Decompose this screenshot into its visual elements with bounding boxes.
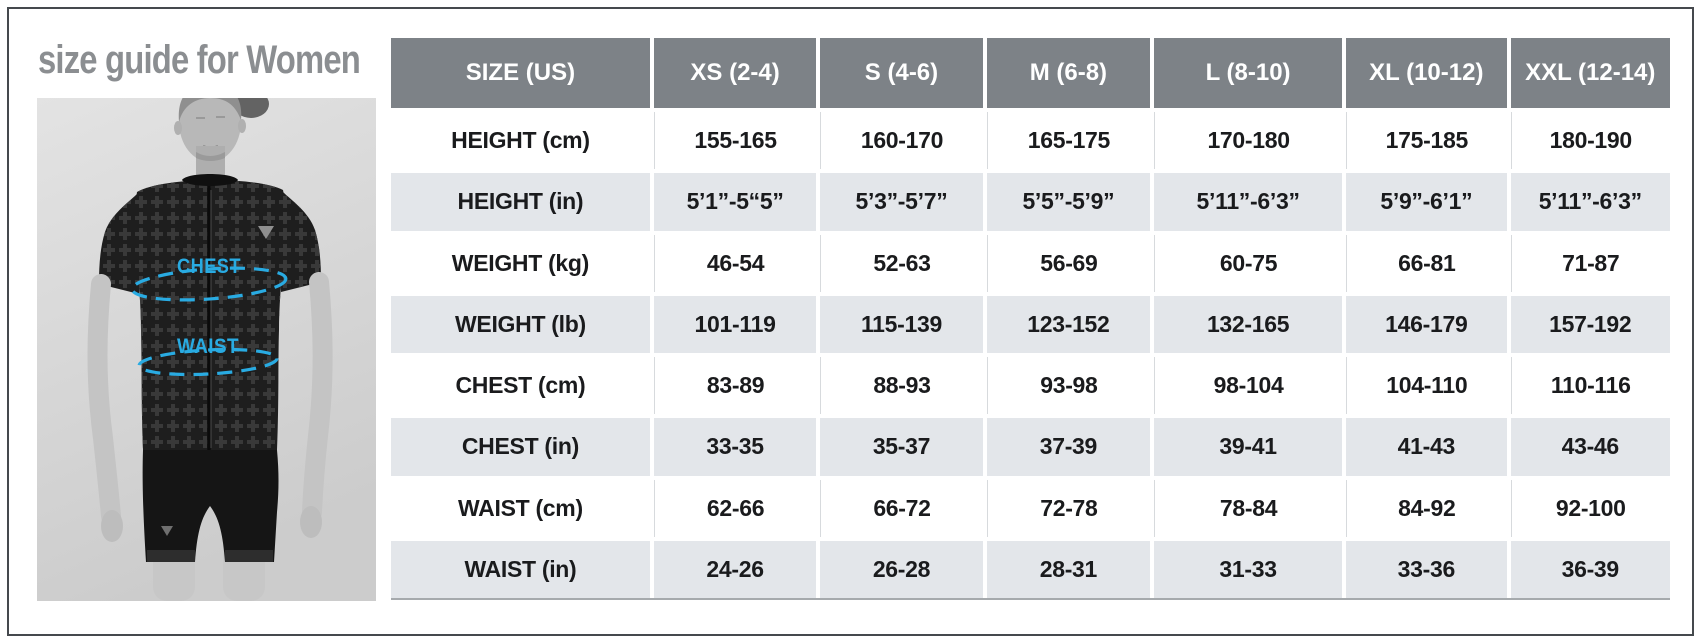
jersey-logo-icon bbox=[258, 226, 274, 239]
table-cell: 39-41 bbox=[1154, 418, 1343, 476]
table-cell: 36-39 bbox=[1510, 540, 1670, 598]
table-cell: 5’1”-5“5” bbox=[653, 173, 817, 231]
table-cell: 180-190 bbox=[1510, 112, 1670, 170]
table-cell: 5’9”-6’1” bbox=[1346, 173, 1507, 231]
column-header-xl: XL (10-12) bbox=[1346, 38, 1507, 108]
table-cell: 146-179 bbox=[1346, 295, 1507, 353]
table-cell: 46-54 bbox=[653, 234, 817, 292]
row-label: WEIGHT (kg) bbox=[391, 234, 650, 292]
row-label: WEIGHT (lb) bbox=[391, 295, 650, 353]
table-cell: 132-165 bbox=[1154, 295, 1343, 353]
waist-measurement-ellipse bbox=[137, 347, 279, 377]
table-cell: 92-100 bbox=[1510, 479, 1670, 537]
table-cell: 110-116 bbox=[1510, 357, 1670, 415]
model-figure bbox=[87, 98, 333, 601]
table-cell: 26-28 bbox=[820, 540, 983, 598]
table-cell: 83-89 bbox=[653, 357, 817, 415]
table-cell: 170-180 bbox=[1154, 112, 1343, 170]
column-header-xxl: XXL (12-14) bbox=[1510, 38, 1670, 108]
table-cell: 60-75 bbox=[1154, 234, 1343, 292]
table-cell: 66-81 bbox=[1346, 234, 1507, 292]
table-cell: 157-192 bbox=[1510, 295, 1670, 353]
table-cell: 5’3”-5’7” bbox=[820, 173, 983, 231]
table-cell: 28-31 bbox=[986, 540, 1151, 598]
table-cell: 56-69 bbox=[986, 234, 1151, 292]
column-header-m: M (6-8) bbox=[986, 38, 1151, 108]
column-header-xs: XS (2-4) bbox=[653, 38, 817, 108]
model-photo: CHEST WAIST bbox=[37, 98, 376, 601]
table-cell: 31-33 bbox=[1154, 540, 1343, 598]
table-cell: 71-87 bbox=[1510, 234, 1670, 292]
shorts-logo-icon bbox=[161, 526, 173, 536]
table-cell: 93-98 bbox=[986, 357, 1151, 415]
table-cell: 43-46 bbox=[1510, 418, 1670, 476]
row-label: HEIGHT (in) bbox=[391, 173, 650, 231]
table-cell: 5’5”-5’9” bbox=[986, 173, 1151, 231]
table-cell: 72-78 bbox=[986, 479, 1151, 537]
model-photo-graphic: CHEST WAIST bbox=[37, 98, 376, 601]
size-table: SIZE (US) XS (2-4) S (4-6) M (6-8) L (8-… bbox=[391, 38, 1670, 600]
table-cell: 41-43 bbox=[1346, 418, 1507, 476]
table-cell: 24-26 bbox=[653, 540, 817, 598]
column-header-size-us: SIZE (US) bbox=[391, 38, 650, 108]
row-label: CHEST (cm) bbox=[391, 357, 650, 415]
row-label: WAIST (cm) bbox=[391, 479, 650, 537]
table-cell: 175-185 bbox=[1346, 112, 1507, 170]
table-cell: 78-84 bbox=[1154, 479, 1343, 537]
table-cell: 33-36 bbox=[1346, 540, 1507, 598]
chest-label: CHEST bbox=[177, 255, 241, 278]
table-cell: 62-66 bbox=[653, 479, 817, 537]
table-cell: 66-72 bbox=[820, 479, 983, 537]
table-cell: 98-104 bbox=[1154, 357, 1343, 415]
table-cell: 101-119 bbox=[653, 295, 817, 353]
column-header-l: L (8-10) bbox=[1154, 38, 1343, 108]
table-cell: 84-92 bbox=[1346, 479, 1507, 537]
table-cell: 155-165 bbox=[653, 112, 817, 170]
table-cell: 35-37 bbox=[820, 418, 983, 476]
table-cell: 165-175 bbox=[986, 112, 1151, 170]
waist-label: WAIST bbox=[177, 335, 239, 358]
table-cell: 5’11”-6’3” bbox=[1510, 173, 1670, 231]
column-header-s: S (4-6) bbox=[820, 38, 983, 108]
table-cell: 37-39 bbox=[986, 418, 1151, 476]
row-label: HEIGHT (cm) bbox=[391, 112, 650, 170]
chest-measurement-ellipse bbox=[130, 266, 288, 302]
table-cell: 104-110 bbox=[1346, 357, 1507, 415]
table-cell: 33-35 bbox=[653, 418, 817, 476]
table-cell: 115-139 bbox=[820, 295, 983, 353]
page-title-text: size guide for Women bbox=[38, 38, 361, 82]
table-cell: 5’11”-6’3” bbox=[1154, 173, 1343, 231]
page-title: size guide for Women bbox=[38, 38, 431, 83]
table-cell: 123-152 bbox=[986, 295, 1151, 353]
table-cell: 88-93 bbox=[820, 357, 983, 415]
table-cell: 160-170 bbox=[820, 112, 983, 170]
table-cell: 52-63 bbox=[820, 234, 983, 292]
row-label: WAIST (in) bbox=[391, 540, 650, 598]
row-label: CHEST (in) bbox=[391, 418, 650, 476]
